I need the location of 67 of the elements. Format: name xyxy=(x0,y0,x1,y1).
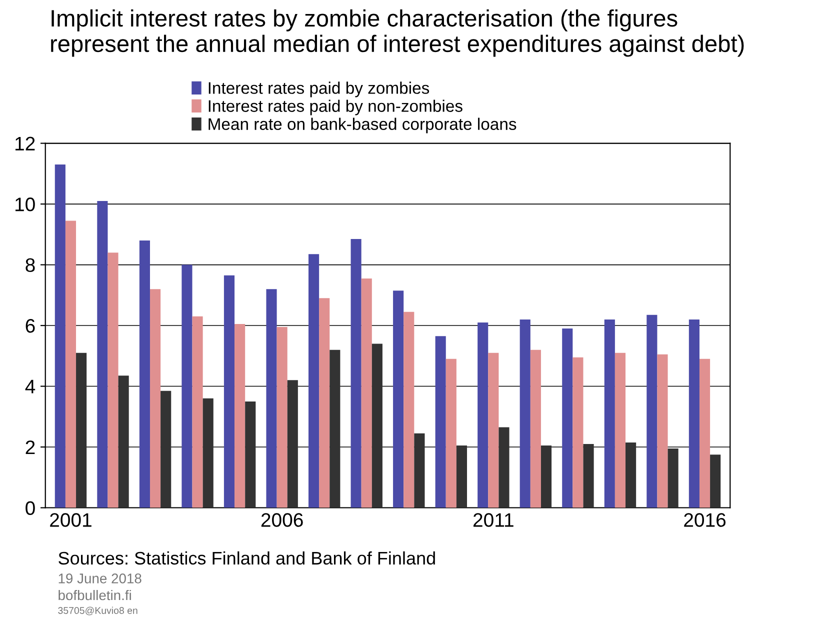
text: bofbulletin.fi xyxy=(58,590,131,600)
bar xyxy=(330,350,340,508)
legend-label: Interest rates paid by non-zombies xyxy=(208,100,462,116)
bar xyxy=(604,319,615,508)
bar xyxy=(414,433,425,508)
bar xyxy=(572,357,584,508)
bar xyxy=(646,314,658,508)
y-tick-label: 2 xyxy=(26,440,35,454)
bar xyxy=(520,319,530,508)
chart-title: Implicit interest rates by zombie characterisation (the figures represent the annual median of interest expenditures against debt) xyxy=(51,9,744,57)
x-tick-label: 2006 xyxy=(261,513,303,527)
bar xyxy=(234,324,246,508)
bar xyxy=(393,290,404,508)
bar xyxy=(710,454,721,508)
bar xyxy=(54,164,66,508)
bar xyxy=(202,398,214,508)
legend-label: Mean rate on bank-based corporate loans xyxy=(208,118,516,134)
bar xyxy=(530,350,541,508)
bar xyxy=(361,278,372,508)
bar xyxy=(668,448,678,508)
bar xyxy=(435,336,446,508)
y-tick-label: 12 xyxy=(16,136,35,150)
bar xyxy=(699,358,710,508)
bar xyxy=(192,316,203,508)
bar xyxy=(626,442,636,508)
bar xyxy=(688,319,700,508)
bar xyxy=(456,445,468,508)
y-tick-label: 0 xyxy=(26,501,35,515)
bar xyxy=(97,200,108,508)
bar xyxy=(562,328,573,508)
bar xyxy=(308,254,320,508)
bar xyxy=(76,352,87,508)
bar xyxy=(65,220,76,508)
bar xyxy=(139,240,150,508)
bar xyxy=(404,312,414,508)
y-tick-label: 8 xyxy=(26,258,35,272)
bar xyxy=(488,352,499,508)
bar xyxy=(276,327,288,508)
bar xyxy=(118,376,129,508)
y-tick-label: 4 xyxy=(25,380,36,394)
bar xyxy=(583,444,594,508)
bar xyxy=(540,445,552,508)
bar xyxy=(478,322,488,508)
bar xyxy=(150,289,161,508)
bar xyxy=(319,298,330,508)
bar xyxy=(287,380,298,508)
bar xyxy=(108,252,118,508)
text: 19 June 2018 xyxy=(58,574,142,584)
y-tick-label: 10 xyxy=(16,198,35,212)
bar xyxy=(350,238,362,508)
bar xyxy=(446,358,456,508)
bar xyxy=(498,427,510,508)
x-tick-label: 2011 xyxy=(473,513,514,527)
legend-label: Interest rates paid by zombies xyxy=(208,82,430,98)
text: 35705@Kuvio8 en xyxy=(58,606,138,616)
x-tick-label: 2001 xyxy=(50,513,92,527)
bar xyxy=(245,401,256,508)
source-note: Sources: Statistics Finland and Bank of Finland xyxy=(58,551,435,565)
bar xyxy=(224,275,235,508)
bar xyxy=(657,354,668,508)
bar xyxy=(160,390,172,508)
bar xyxy=(266,289,277,508)
bar xyxy=(372,344,382,508)
y-tick-label: 6 xyxy=(26,318,35,333)
bar xyxy=(182,264,192,508)
bar xyxy=(614,352,626,508)
x-tick-label: 2016 xyxy=(684,513,726,527)
